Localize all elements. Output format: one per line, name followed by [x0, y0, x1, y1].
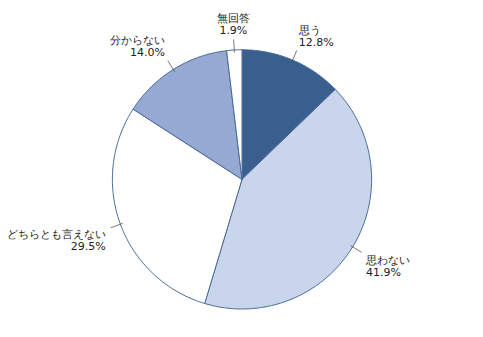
svg-text:無回答1.9%: 無回答1.9% [217, 12, 250, 37]
svg-text:思わない41.9%: 思わない41.9% [365, 254, 410, 279]
svg-text:どちらとも言えない29.5%: どちらとも言えない29.5% [7, 228, 106, 253]
svg-text:思う12.8%: 思う12.8% [298, 24, 334, 49]
svg-text:分からない14.0%: 分からない14.0% [110, 34, 165, 59]
